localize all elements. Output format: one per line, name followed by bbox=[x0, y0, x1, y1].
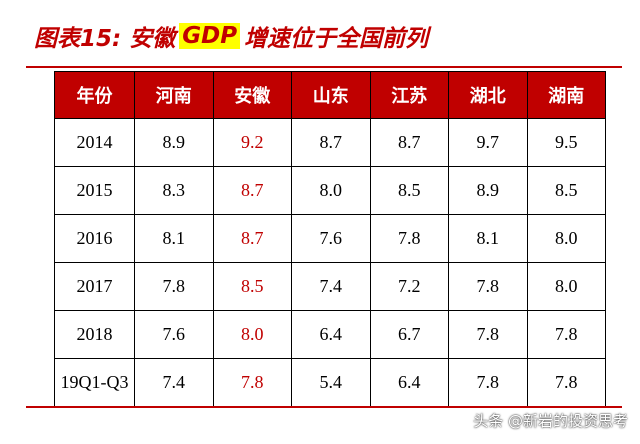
bottom-divider bbox=[26, 406, 622, 408]
table-cell: 8.7 bbox=[212, 166, 292, 215]
header-henan: 河南 bbox=[134, 71, 214, 119]
table-cell: 5.4 bbox=[291, 358, 371, 407]
header-jiangsu: 江苏 bbox=[369, 71, 449, 119]
table-cell: 8.1 bbox=[448, 214, 528, 263]
table-cell: 8.5 bbox=[526, 166, 606, 215]
table-cell: 6.4 bbox=[291, 310, 371, 359]
table-cell: 8.0 bbox=[212, 310, 292, 359]
table-cell: 7.8 bbox=[526, 310, 606, 359]
title-highlight: GDP bbox=[179, 23, 241, 49]
table-cell: 9.2 bbox=[212, 118, 292, 167]
table-cell: 9.7 bbox=[448, 118, 528, 167]
table-row: 2015 8.3 8.7 8.0 8.5 8.9 8.5 bbox=[54, 166, 606, 215]
table-cell: 19Q1-Q3 bbox=[54, 358, 135, 407]
top-divider bbox=[26, 66, 622, 68]
table-cell: 2018 bbox=[54, 310, 135, 359]
header-anhui: 安徽 bbox=[212, 71, 292, 119]
table-cell: 2017 bbox=[54, 262, 135, 311]
table-cell: 2014 bbox=[54, 118, 135, 167]
table-cell: 8.0 bbox=[526, 262, 606, 311]
table-cell: 7.8 bbox=[212, 358, 292, 407]
table-cell: 7.6 bbox=[291, 214, 371, 263]
header-year: 年份 bbox=[54, 71, 135, 119]
table-cell: 7.8 bbox=[369, 214, 449, 263]
table-cell: 8.5 bbox=[212, 262, 292, 311]
header-shandong: 山东 bbox=[291, 71, 371, 119]
table-cell: 8.7 bbox=[369, 118, 449, 167]
table-row: 19Q1-Q3 7.4 7.8 5.4 6.4 7.8 7.8 bbox=[54, 358, 606, 407]
table-cell: 7.2 bbox=[369, 262, 449, 311]
table-cell: 8.5 bbox=[369, 166, 449, 215]
table-cell: 7.8 bbox=[134, 262, 214, 311]
table-cell: 8.7 bbox=[212, 214, 292, 263]
table-header-row: 年份 河南 安徽 山东 江苏 湖北 湖南 bbox=[54, 71, 606, 119]
table-cell: 9.5 bbox=[526, 118, 606, 167]
table-cell: 6.7 bbox=[369, 310, 449, 359]
watermark-text: 头条 @新岩的投资思考 bbox=[473, 412, 628, 430]
table-row: 2017 7.8 8.5 7.4 7.2 7.8 8.0 bbox=[54, 262, 606, 311]
table-row: 2018 7.6 8.0 6.4 6.7 7.8 7.8 bbox=[54, 310, 606, 359]
table-cell: 7.4 bbox=[134, 358, 214, 407]
header-hubei: 湖北 bbox=[448, 71, 528, 119]
table-cell: 7.6 bbox=[134, 310, 214, 359]
table-cell: 7.8 bbox=[448, 262, 528, 311]
table-cell: 2015 bbox=[54, 166, 135, 215]
table-row: 2016 8.1 8.7 7.6 7.8 8.1 8.0 bbox=[54, 214, 606, 263]
table-cell: 7.8 bbox=[448, 310, 528, 359]
table-row: 2014 8.9 9.2 8.7 8.7 9.7 9.5 bbox=[54, 118, 606, 167]
table-cell: 8.3 bbox=[134, 166, 214, 215]
table-cell: 8.7 bbox=[291, 118, 371, 167]
table-cell: 8.0 bbox=[526, 214, 606, 263]
table-cell: 6.4 bbox=[369, 358, 449, 407]
figure-title: 图表15: 安徽 GDP 增速位于全国前列 bbox=[34, 14, 428, 58]
title-prefix: 图表15: 安徽 bbox=[34, 26, 176, 52]
table-cell: 7.8 bbox=[448, 358, 528, 407]
table-cell: 8.9 bbox=[134, 118, 214, 167]
table-cell: 7.4 bbox=[291, 262, 371, 311]
watermark: 头条 @新岩的投资思考 bbox=[473, 410, 628, 431]
gdp-growth-table: 年份 河南 安徽 山东 江苏 湖北 湖南 2014 8.9 9.2 8.7 8.… bbox=[54, 71, 606, 407]
title-suffix: 增速位于全国前列 bbox=[244, 26, 429, 52]
table-cell: 8.0 bbox=[291, 166, 371, 215]
table-cell: 2016 bbox=[54, 214, 135, 263]
table-cell: 8.9 bbox=[448, 166, 528, 215]
table-cell: 7.8 bbox=[526, 358, 606, 407]
table-cell: 8.1 bbox=[134, 214, 214, 263]
header-hunan: 湖南 bbox=[526, 71, 606, 119]
